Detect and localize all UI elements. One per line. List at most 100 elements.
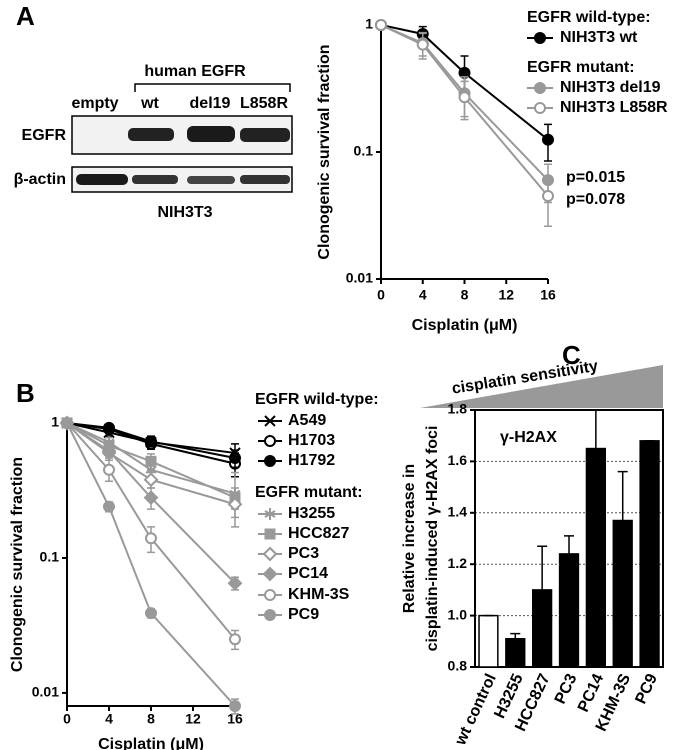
- y-tick-label: 1.0: [448, 606, 468, 622]
- y-tick-label: 0.01: [32, 684, 59, 700]
- marker: [542, 190, 554, 203]
- x-tick-label: 12: [185, 711, 201, 727]
- x-axis-label: Cisplatin (μM): [412, 317, 518, 334]
- marker: [229, 452, 241, 465]
- marker: [264, 528, 276, 540]
- annotation: γ-H2AX: [500, 429, 557, 446]
- error-bar: [537, 545, 548, 590]
- y-tick-label: 1.2: [448, 555, 468, 571]
- legend-title: EGFR wild-type:: [527, 9, 651, 26]
- series-line: [66, 422, 236, 460]
- x-tick-label: 4: [105, 711, 113, 727]
- cell-line: NIH3T3: [157, 204, 212, 221]
- marker: [103, 421, 115, 434]
- marker: [103, 500, 115, 513]
- error-bar: [510, 632, 521, 639]
- band: [76, 174, 128, 185]
- marker: [229, 700, 241, 712]
- band: [128, 128, 174, 141]
- marker: [143, 490, 159, 506]
- legend-title: EGFR wild-type:: [255, 391, 379, 408]
- marker: [61, 417, 73, 429]
- series-line: [66, 422, 236, 495]
- marker: [101, 443, 117, 459]
- bar: [505, 637, 526, 668]
- x-tick-label: PC3: [552, 671, 581, 706]
- marker: [458, 91, 471, 104]
- error-bar: [590, 409, 601, 449]
- marker: [416, 38, 429, 51]
- error-bar: [617, 470, 628, 521]
- bar: [531, 589, 553, 668]
- legend-label: PC14: [288, 565, 328, 582]
- band: [240, 175, 290, 184]
- y-tick-label: 1.4: [448, 504, 468, 520]
- lane-label: empty: [71, 95, 118, 112]
- lane-label: wt: [140, 95, 159, 112]
- y-axis-label: cisplatin-induced γ-H2AX foci: [424, 426, 441, 652]
- panel-label: C: [562, 340, 581, 370]
- marker: [264, 508, 276, 520]
- legend-label: KHM-3S: [288, 586, 350, 603]
- lane-label: L858R: [240, 95, 288, 112]
- row-label: β-actin: [14, 171, 66, 188]
- marker: [103, 463, 115, 476]
- x-tick-label: 4: [419, 287, 427, 303]
- bracket: [134, 83, 291, 92]
- marker: [264, 455, 276, 467]
- bar: [639, 440, 660, 668]
- marker: [264, 415, 276, 427]
- legend-label: H1703: [288, 432, 335, 449]
- marker: [145, 435, 157, 448]
- sensitivity-wedge: [420, 365, 663, 408]
- marker: [375, 19, 387, 31]
- marker: [227, 575, 243, 591]
- y-tick-label: 0.1: [354, 143, 374, 159]
- y-tick-label: 1: [51, 414, 59, 430]
- marker: [262, 566, 278, 582]
- legend-label: NIH3T3 del19: [560, 79, 661, 96]
- x-tick-label: 12: [498, 287, 514, 303]
- marker: [229, 633, 241, 646]
- series-line: [380, 24, 549, 197]
- series-line: [380, 24, 549, 141]
- series-line: [66, 422, 236, 499]
- marker: [534, 102, 546, 114]
- marker: [534, 82, 546, 94]
- bar: [558, 553, 580, 668]
- band: [240, 128, 290, 142]
- panel-label: B: [16, 378, 35, 408]
- y-tick-label: 1.8: [448, 401, 468, 417]
- annotation: p=0.015: [566, 169, 625, 186]
- marker: [542, 133, 554, 146]
- y-tick-label: 0.8: [448, 658, 468, 674]
- marker: [264, 435, 276, 447]
- marker: [262, 546, 278, 562]
- band: [187, 126, 235, 142]
- lane-label: del19: [190, 95, 231, 112]
- x-tick-label: 8: [461, 287, 469, 303]
- series-line: [66, 422, 236, 584]
- y-tick-label: 0.1: [40, 549, 60, 565]
- band: [187, 176, 235, 184]
- x-tick-label: 0: [377, 287, 385, 303]
- marker: [145, 532, 157, 545]
- legend-label: PC9: [288, 606, 319, 623]
- y-axis-label: Clonogenic survival fraction: [316, 44, 333, 259]
- legend-title: EGFR mutant:: [255, 484, 363, 501]
- legend-label: NIH3T3 wt: [560, 29, 638, 46]
- legend-label: PC3: [288, 545, 319, 562]
- bar: [585, 447, 607, 668]
- y-axis-label: Clonogenic survival fraction: [9, 457, 26, 672]
- marker: [534, 32, 546, 44]
- legend-title: EGFR mutant:: [527, 59, 635, 76]
- blot-group: human EGFR: [144, 63, 246, 80]
- annotation: p=0.078: [566, 191, 625, 208]
- x-tick-label: 16: [540, 287, 556, 303]
- marker: [145, 607, 157, 620]
- y-axis-label: Relative increase in: [401, 464, 418, 613]
- x-axis-label: Cisplatin (μM): [98, 736, 204, 750]
- bar: [612, 519, 633, 668]
- error-bar: [564, 535, 574, 554]
